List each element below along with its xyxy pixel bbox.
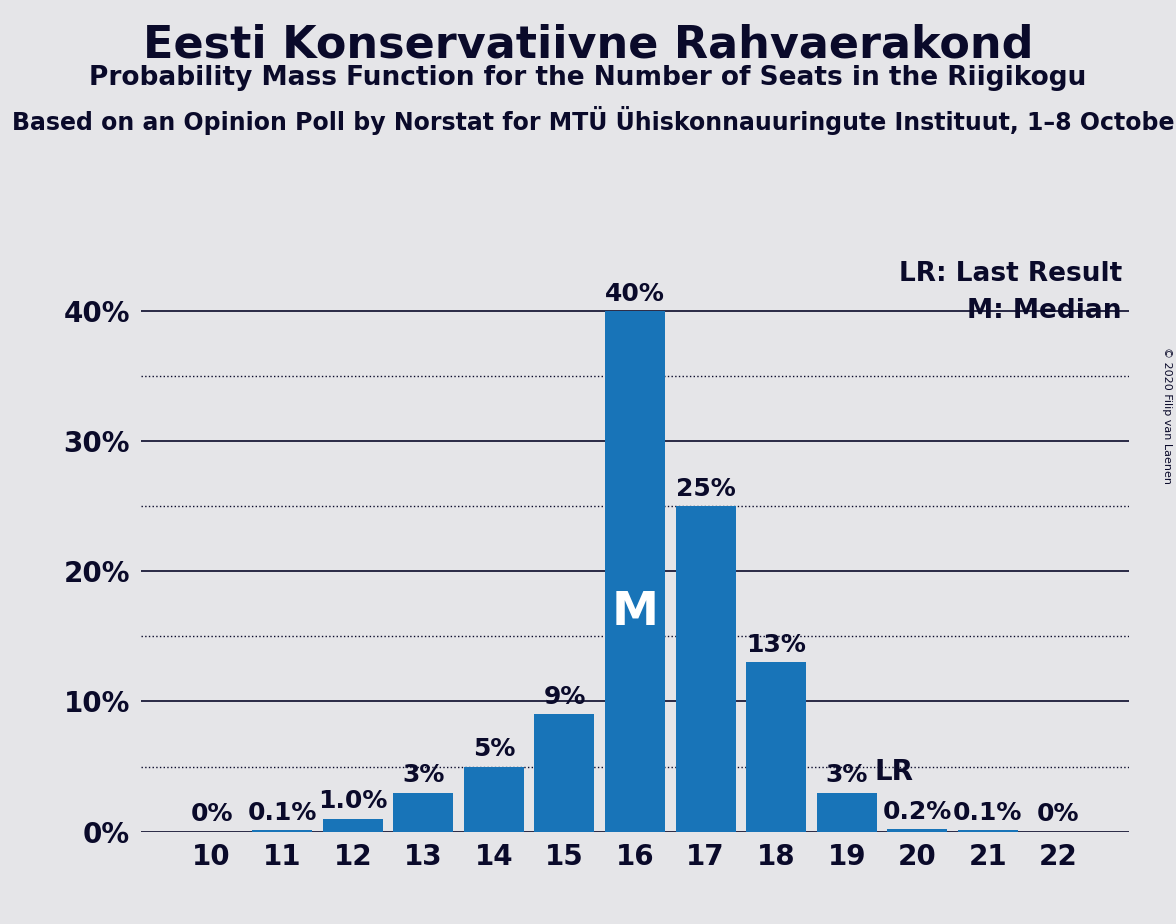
Text: 1.0%: 1.0%: [319, 789, 387, 813]
Bar: [816, 793, 876, 832]
Text: 0%: 0%: [1037, 802, 1080, 826]
Text: Based on an Opinion Poll by Norstat for MTÜ Ühiskonnauuringute Instituut, 1–8 Oc: Based on an Opinion Poll by Norstat for …: [12, 106, 1176, 135]
Text: 9%: 9%: [543, 686, 586, 710]
Text: 0.2%: 0.2%: [883, 800, 951, 824]
Bar: [535, 714, 595, 832]
Text: 40%: 40%: [606, 282, 664, 306]
Bar: [957, 831, 1017, 832]
Text: 3%: 3%: [826, 763, 868, 787]
Bar: [322, 819, 383, 832]
Text: © 2020 Filip van Laenen: © 2020 Filip van Laenen: [1162, 347, 1171, 484]
Text: M: Median: M: Median: [968, 298, 1122, 323]
Bar: [394, 793, 454, 832]
Bar: [747, 663, 807, 832]
Bar: [463, 767, 524, 832]
Bar: [604, 310, 664, 832]
Text: 0%: 0%: [191, 802, 233, 826]
Text: 0.1%: 0.1%: [954, 801, 1022, 825]
Text: 3%: 3%: [402, 763, 445, 787]
Bar: [675, 506, 735, 832]
Text: Probability Mass Function for the Number of Seats in the Riigikogu: Probability Mass Function for the Number…: [89, 65, 1087, 91]
Text: 5%: 5%: [473, 737, 515, 761]
Text: LR: LR: [875, 758, 914, 786]
Bar: [253, 831, 313, 832]
Text: 25%: 25%: [676, 477, 735, 501]
Text: LR: Last Result: LR: Last Result: [898, 261, 1122, 287]
Text: M: M: [612, 590, 659, 636]
Text: Eesti Konservatiivne Rahvaerakond: Eesti Konservatiivne Rahvaerakond: [142, 23, 1034, 67]
Text: 0.1%: 0.1%: [248, 801, 316, 825]
Bar: [887, 829, 947, 832]
Text: 13%: 13%: [747, 633, 806, 657]
